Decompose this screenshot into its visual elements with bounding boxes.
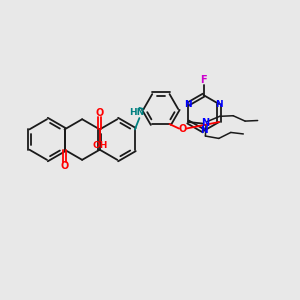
- Text: O: O: [60, 161, 69, 171]
- Text: N: N: [215, 100, 223, 109]
- Text: O: O: [179, 124, 187, 134]
- Text: N: N: [184, 100, 192, 109]
- Text: F: F: [200, 75, 207, 85]
- Text: O: O: [96, 108, 104, 118]
- Text: HN: HN: [129, 109, 145, 118]
- Text: OH: OH: [92, 141, 107, 150]
- Text: N: N: [200, 127, 207, 136]
- Text: N: N: [201, 118, 209, 128]
